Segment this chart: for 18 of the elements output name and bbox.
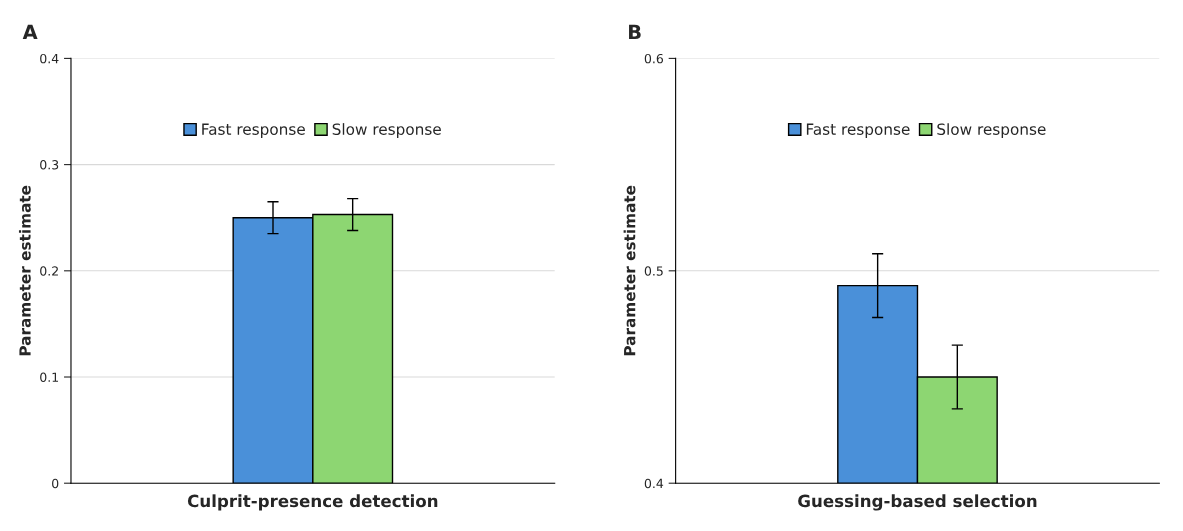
chart-title: A — [22, 24, 38, 39]
y-tick-label: 0.3 — [40, 160, 59, 170]
legend-label: Fast response — [202, 123, 305, 138]
y-tick-label: 0.6 — [644, 53, 664, 64]
y-tick-label: 0.4 — [644, 478, 664, 489]
y-tick-label: 0 — [52, 478, 59, 489]
y-tick-label: 0.4 — [40, 53, 59, 64]
legend-label: Fast response — [806, 123, 910, 138]
y-tick-label: 0.1 — [40, 372, 59, 382]
legend-label: Slow response — [332, 123, 441, 138]
x-tick-label: Culprit-presence detection — [187, 494, 438, 511]
y-tick-label: 0.2 — [40, 266, 58, 276]
chart-title: B — [629, 24, 641, 39]
x-tick-label: Guessing-based selection — [798, 494, 1037, 511]
y-tick-label: 0.5 — [644, 266, 663, 276]
y-axis-title: Parameter estimate — [18, 185, 31, 356]
legend-label: Slow response — [937, 123, 1046, 138]
y-axis-title: Parameter estimate — [623, 185, 636, 356]
